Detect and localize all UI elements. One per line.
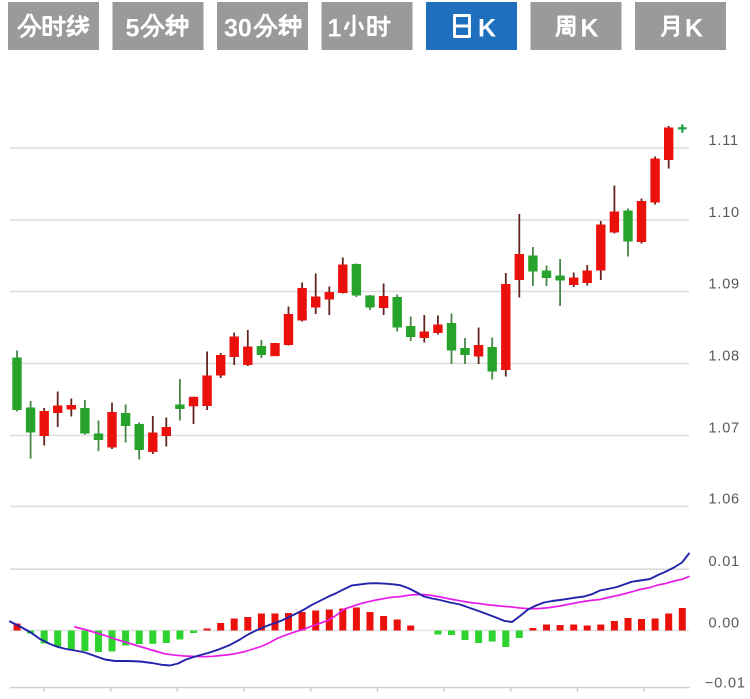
svg-text:1.08: 1.08: [709, 348, 740, 364]
svg-text:1.11: 1.11: [709, 133, 739, 149]
svg-text:1.09: 1.09: [709, 276, 740, 292]
svg-text:1: 1: [328, 14, 342, 42]
svg-text:0.01: 0.01: [709, 554, 740, 570]
svg-text:1.10: 1.10: [709, 205, 740, 221]
svg-text:30: 30: [224, 14, 252, 42]
svg-text:0.00: 0.00: [709, 616, 740, 632]
svg-text:−0.01: −0.01: [705, 676, 746, 692]
svg-text:5: 5: [126, 14, 140, 42]
svg-text:1.06: 1.06: [709, 491, 740, 507]
svg-text:K: K: [581, 14, 599, 42]
svg-text:1.07: 1.07: [709, 420, 740, 436]
svg-text:K: K: [478, 14, 496, 42]
svg-text:K: K: [685, 14, 703, 42]
